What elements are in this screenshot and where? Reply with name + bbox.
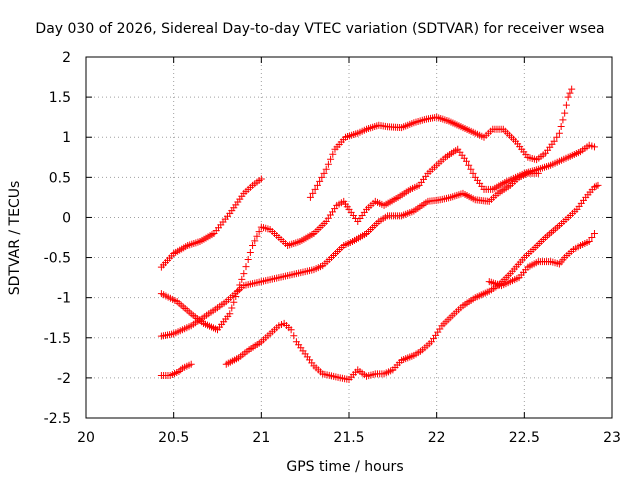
data-point: [238, 275, 246, 283]
data-point: [309, 189, 317, 197]
y-tick-label: -2: [57, 371, 71, 387]
x-tick-label: 22: [428, 430, 446, 446]
data-point: [287, 326, 295, 334]
y-tick-label: -2.5: [44, 411, 71, 427]
data-point: [534, 169, 542, 177]
data-point: [175, 367, 183, 375]
y-tick-label: 1: [62, 130, 71, 146]
y-tick-label: -1: [57, 291, 71, 307]
x-tick-label: 23: [603, 430, 621, 446]
data-point: [320, 169, 328, 177]
data-point: [306, 193, 314, 201]
data-point: [249, 242, 257, 250]
data-point: [562, 101, 570, 109]
data-point: [232, 293, 240, 301]
data-point: [568, 85, 576, 93]
data-point: [585, 238, 593, 246]
grid: [86, 57, 612, 418]
data-series: [157, 85, 602, 383]
data-point: [316, 177, 324, 185]
data-point: [594, 181, 602, 189]
y-axis-label: SDTVAR / TECUs: [7, 181, 23, 296]
x-tick-label: 20: [77, 430, 95, 446]
data-point: [559, 116, 567, 124]
data-point: [590, 183, 598, 191]
data-point: [228, 304, 236, 312]
data-point: [177, 366, 185, 374]
data-point: [588, 234, 596, 241]
data-point: [318, 173, 326, 181]
data-point: [553, 133, 561, 141]
data-point: [255, 228, 263, 236]
series-sat-b: [157, 141, 598, 334]
data-point: [324, 160, 332, 168]
data-point: [246, 249, 254, 257]
data-point: [592, 182, 600, 190]
data-point: [564, 93, 572, 101]
series-sat-d: [157, 360, 195, 379]
data-point: [561, 109, 569, 117]
data-point: [251, 237, 259, 245]
data-point: [550, 137, 558, 145]
y-tick-label: 1.5: [49, 90, 71, 106]
x-tick-label: 22.5: [509, 430, 540, 446]
x-tick-label: 21: [252, 430, 270, 446]
y-tick-label: 2: [62, 50, 71, 66]
series-sat-a: [157, 175, 265, 271]
axis-ticks: -2.5 -2 -1.5 -1 -0.5 0 0.5 1 1.5 2 20 20.5 21 21.5 22 2…: [44, 50, 621, 446]
data-point: [322, 165, 330, 173]
series-sat-g: [485, 229, 598, 290]
data-point: [557, 123, 565, 131]
data-point: [329, 150, 337, 158]
data-point: [290, 332, 298, 340]
data-point: [469, 169, 477, 177]
x-tick-label: 21.5: [333, 430, 364, 446]
y-tick-label: -0.5: [44, 251, 71, 267]
data-point: [566, 89, 574, 97]
data-point: [253, 232, 261, 240]
data-point: [590, 143, 598, 151]
chart-title: Day 030 of 2026, Sidereal Day-to-day VTE…: [35, 21, 604, 37]
data-point: [467, 165, 475, 173]
y-tick-label: 0.5: [49, 170, 71, 186]
y-tick-label: -1.5: [44, 331, 71, 347]
data-point: [462, 157, 470, 165]
data-point: [187, 360, 195, 368]
data-point: [465, 161, 473, 169]
data-point: [240, 270, 248, 278]
series-sat-f: [306, 85, 576, 201]
data-point: [230, 298, 238, 306]
y-tick-label: 0: [62, 210, 71, 226]
data-point: [313, 181, 321, 189]
data-point: [555, 129, 563, 137]
data-point: [242, 263, 250, 271]
x-tick-label: 20.5: [158, 430, 189, 446]
data-point: [590, 229, 598, 237]
series-sat-c: [157, 169, 542, 340]
data-point: [257, 175, 265, 183]
data-point: [311, 185, 319, 193]
data-point: [244, 256, 252, 264]
data-point: [226, 310, 234, 318]
data-point: [327, 155, 335, 163]
x-axis-label: GPS time / hours: [286, 459, 403, 475]
